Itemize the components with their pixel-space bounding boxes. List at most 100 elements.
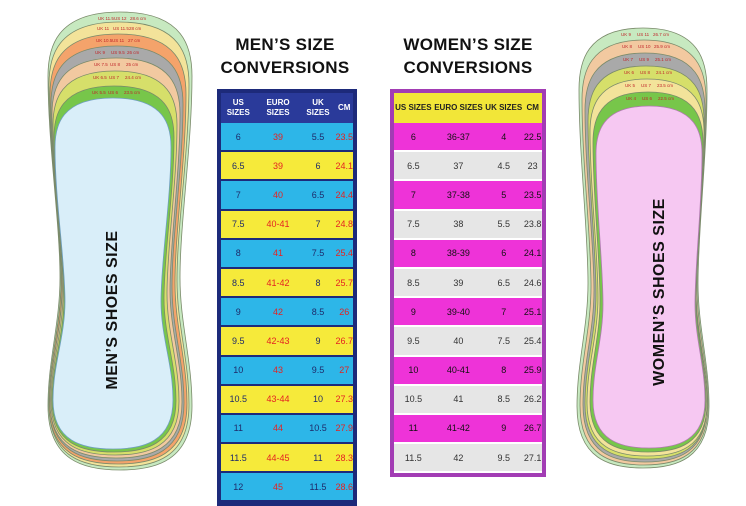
men-cell-uk: 6.5: [300, 181, 336, 211]
men-insole-size-text: UK 10.5: [96, 38, 113, 43]
men-cell-uk: 6: [300, 152, 336, 182]
men-insole-size-text: UK 7.5: [94, 62, 108, 67]
women-insole-size-text: US 7: [641, 83, 652, 88]
women-insole-size-text: US 8: [640, 70, 651, 75]
women-cell-uk: 7.5: [484, 327, 524, 357]
men-cell-uk: 11: [300, 444, 336, 474]
men-cell-euro: 43-44: [255, 385, 301, 415]
men-insole-size-text: US 8: [110, 62, 121, 67]
women-insole-layers: [576, 27, 710, 469]
women-cell-us: 8.5: [394, 268, 433, 299]
table-row: 11.5 44-45 11 28.3: [221, 444, 353, 474]
women-cell-euro: 41: [432, 385, 485, 415]
women-cell-uk: 4: [484, 123, 524, 153]
men-cell-uk: 8: [300, 268, 336, 299]
men-cell-us: 11: [221, 414, 256, 445]
women-cell-cm: 25.1: [523, 298, 542, 328]
table-row: 8 38-39 6 24.1: [394, 239, 542, 269]
men-cell-us: 7.5: [221, 210, 256, 240]
men-cell-euro: 40-41: [255, 210, 301, 240]
women-cell-euro: 41-42: [432, 414, 485, 445]
men-insole-size-text: US 7: [109, 75, 120, 80]
men-cell-euro: 43: [255, 356, 301, 386]
men-header-uk: UK SIZES: [300, 93, 336, 123]
men-insole-label: MEN’S SHOES SIZE: [104, 230, 121, 390]
men-cell-us: 6: [221, 123, 256, 153]
men-cell-uk: 7: [300, 210, 336, 240]
women-cell-cm: 23.5: [523, 181, 542, 211]
women-header-cm: CM: [523, 93, 542, 123]
women-insole-size-text: UK 7: [623, 57, 634, 62]
men-insole-size-text: 27 cm: [128, 38, 141, 43]
women-insole-label: WOMEN’S SHOES SIZE: [651, 198, 668, 386]
women-cell-us: 6.5: [394, 152, 433, 182]
men-insole-size-text: US 11: [112, 38, 125, 43]
women-insole-size-text: UK 9: [621, 32, 632, 37]
men-insole-size-text: UK 5.5: [92, 90, 106, 95]
men-cell-uk: 10: [300, 385, 336, 415]
table-row: 12 45 11.5 28.6: [221, 473, 353, 503]
table-row: 8.5 39 6.5 24.6: [394, 268, 542, 299]
women-cell-us: 7.5: [394, 210, 433, 240]
men-table-header-row: US SIZES EURO SIZES UK SIZES CM: [221, 93, 353, 123]
women-insole-layer: [592, 105, 706, 449]
women-cell-euro: 40: [432, 327, 485, 357]
women-cell-cm: 27.1: [523, 444, 542, 474]
men-title-line1: MEN’S SIZE: [235, 35, 335, 54]
women-cell-cm: 23: [523, 152, 542, 182]
women-insole-size-text: US 10: [638, 44, 651, 49]
men-insole-layer: [52, 97, 174, 450]
table-row: 9.5 40 7.5 25.4: [394, 327, 542, 357]
women-cell-euro: 39-40: [432, 298, 485, 328]
men-cell-cm: 23.5: [335, 123, 353, 153]
women-insole-size-text: UK 4: [626, 96, 637, 101]
men-insole-size-text: 28 cm: [129, 26, 142, 31]
table-row: 9 39-40 7 25.1: [394, 298, 542, 328]
women-insole-size-text: 25.9 cm: [654, 44, 670, 49]
men-cell-us: 12: [221, 473, 256, 503]
women-insole-size-text: UK 8: [622, 44, 633, 49]
women-title-line2: CONVERSIONS: [403, 58, 533, 77]
women-cell-cm: 25.4: [523, 327, 542, 357]
table-row: 8 41 7.5 25.4: [221, 239, 353, 269]
men-insole-size-text: 26 cm: [127, 50, 140, 55]
table-row: 7.5 38 5.5 23.8: [394, 210, 542, 240]
men-cell-euro: 42: [255, 298, 301, 328]
men-insole-layers: [47, 11, 193, 471]
men-cell-euro: 42-43: [255, 327, 301, 357]
men-cell-euro: 45: [255, 473, 301, 503]
men-cell-us: 11.5: [221, 444, 256, 474]
men-cell-cm: 24.4: [335, 181, 353, 211]
women-cell-cm: 24.6: [523, 268, 542, 299]
women-insole-size-text: 22.5 cm: [658, 96, 674, 101]
men-insole-size-text: US 12: [114, 16, 127, 21]
table-row: 7 40 6.5 24.4: [221, 181, 353, 211]
men-header-euro: EURO SIZES: [255, 93, 301, 123]
table-row: 7 37-38 5 23.5: [394, 181, 542, 211]
women-cell-euro: 38: [432, 210, 485, 240]
women-cell-euro: 37: [432, 152, 485, 182]
women-cell-us: 8: [394, 239, 433, 269]
men-cell-euro: 44-45: [255, 444, 301, 474]
men-cell-cm: 25.7: [335, 268, 353, 299]
men-insole-size-text: 25 cm: [126, 62, 139, 67]
men-cell-us: 7: [221, 181, 256, 211]
men-insole-size-text: 23.5 cm: [124, 90, 140, 95]
men-insole-size-text: US 9.5: [111, 50, 125, 55]
women-cell-us: 9.5: [394, 327, 433, 357]
women-cell-uk: 8.5: [484, 385, 524, 415]
men-cell-us: 9: [221, 298, 256, 328]
women-cell-cm: 23.8: [523, 210, 542, 240]
women-header-uk: UK SIZES: [484, 93, 524, 123]
men-cell-uk: 7.5: [300, 239, 336, 269]
women-insole-size-text: US 11: [637, 32, 650, 37]
men-cell-cm: 26: [335, 298, 353, 328]
table-row: 9.5 42-43 9 26.7: [221, 327, 353, 357]
men-cell-euro: 39: [255, 152, 301, 182]
men-cell-uk: 8.5: [300, 298, 336, 328]
table-row: 11 44 10.5 27.9: [221, 414, 353, 445]
men-insole-size-text: UK 11.5: [98, 16, 114, 21]
table-row: 11 41-42 9 26.7: [394, 414, 542, 445]
table-row: 6.5 39 6 24.1: [221, 152, 353, 182]
women-cell-uk: 6.5: [484, 268, 524, 299]
